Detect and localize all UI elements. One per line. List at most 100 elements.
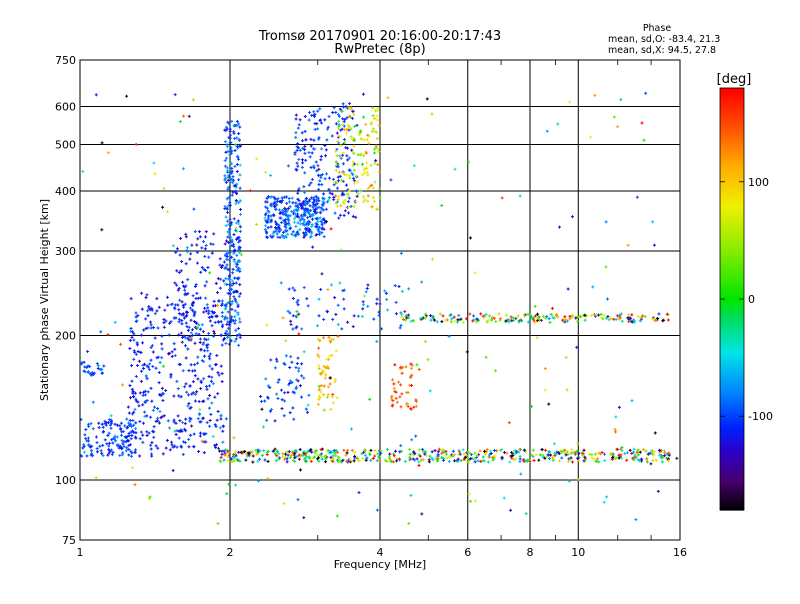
data-point xyxy=(331,318,334,321)
data-point xyxy=(431,450,434,453)
data-point xyxy=(96,450,99,453)
data-point xyxy=(264,171,267,174)
data-point xyxy=(296,165,299,168)
data-point xyxy=(473,452,476,455)
data-point xyxy=(589,136,592,139)
data-point xyxy=(418,448,421,451)
x-tick-label: 16 xyxy=(673,546,687,559)
data-point xyxy=(657,312,660,315)
data-point xyxy=(158,371,161,374)
data-point xyxy=(107,151,110,154)
data-point xyxy=(101,372,104,375)
data-point xyxy=(280,389,283,392)
data-point xyxy=(180,332,183,335)
data-point xyxy=(331,134,334,137)
data-point xyxy=(229,204,232,207)
data-point xyxy=(237,201,240,204)
data-point xyxy=(239,292,242,295)
data-point xyxy=(181,341,184,344)
data-point xyxy=(138,454,141,457)
data-point xyxy=(289,355,292,358)
data-point xyxy=(206,388,209,391)
data-point xyxy=(231,194,234,197)
data-point xyxy=(663,451,666,454)
data-point xyxy=(292,314,295,317)
data-point xyxy=(237,178,240,181)
data-point xyxy=(187,393,190,396)
data-point xyxy=(623,452,626,455)
data-point xyxy=(571,215,574,218)
data-point xyxy=(307,304,310,307)
data-point xyxy=(600,313,603,316)
data-point xyxy=(316,324,319,327)
data-point xyxy=(397,285,400,288)
data-point xyxy=(299,118,302,121)
data-point xyxy=(301,161,304,164)
data-point xyxy=(321,223,324,226)
data-point xyxy=(180,322,183,325)
data-point xyxy=(644,315,647,318)
data-point xyxy=(570,448,573,451)
data-point xyxy=(185,391,188,394)
data-point xyxy=(131,466,134,469)
data-point xyxy=(310,166,313,169)
data-point xyxy=(519,473,522,476)
data-point xyxy=(269,358,272,361)
data-point xyxy=(240,253,243,256)
data-point xyxy=(105,442,108,445)
data-point xyxy=(319,176,322,179)
data-point xyxy=(290,323,293,326)
data-point xyxy=(123,424,126,427)
data-point xyxy=(440,320,443,323)
data-point xyxy=(193,369,196,372)
data-point xyxy=(653,244,656,247)
data-point xyxy=(237,344,240,347)
data-point xyxy=(224,165,227,168)
data-point xyxy=(376,298,379,301)
data-point xyxy=(127,453,130,456)
data-point xyxy=(130,437,133,440)
data-point xyxy=(376,119,379,122)
data-point xyxy=(303,350,306,353)
data-point xyxy=(343,307,346,310)
data-point xyxy=(390,395,393,398)
data-point xyxy=(227,310,230,313)
data-point xyxy=(318,314,321,317)
data-point xyxy=(336,515,339,518)
data-point xyxy=(194,374,197,377)
data-point xyxy=(221,299,224,302)
data-point xyxy=(295,386,298,389)
data-point xyxy=(236,170,239,173)
data-point xyxy=(182,167,185,170)
y-tick-label: 200 xyxy=(55,330,76,343)
data-point xyxy=(173,342,176,345)
data-point xyxy=(153,172,156,175)
data-point xyxy=(230,308,233,311)
data-point xyxy=(301,166,304,169)
data-point xyxy=(233,260,236,263)
data-point xyxy=(203,355,206,358)
data-point xyxy=(151,365,154,368)
data-point xyxy=(150,448,153,451)
data-point xyxy=(626,451,629,454)
data-point xyxy=(367,194,370,197)
data-point xyxy=(645,457,648,460)
data-point xyxy=(299,384,302,387)
data-point xyxy=(350,428,353,431)
data-point xyxy=(416,457,419,460)
data-point xyxy=(161,387,164,390)
data-point xyxy=(297,313,300,316)
data-point xyxy=(184,382,187,385)
data-point xyxy=(234,309,237,312)
data-point xyxy=(175,284,178,287)
data-point xyxy=(366,138,369,141)
data-point xyxy=(309,155,312,158)
data-point xyxy=(135,143,138,146)
data-point xyxy=(330,283,333,286)
data-point xyxy=(252,455,255,458)
data-point xyxy=(203,451,206,454)
data-point xyxy=(221,344,224,347)
data-point xyxy=(342,106,345,109)
data-point xyxy=(190,319,193,322)
data-point xyxy=(429,455,432,458)
